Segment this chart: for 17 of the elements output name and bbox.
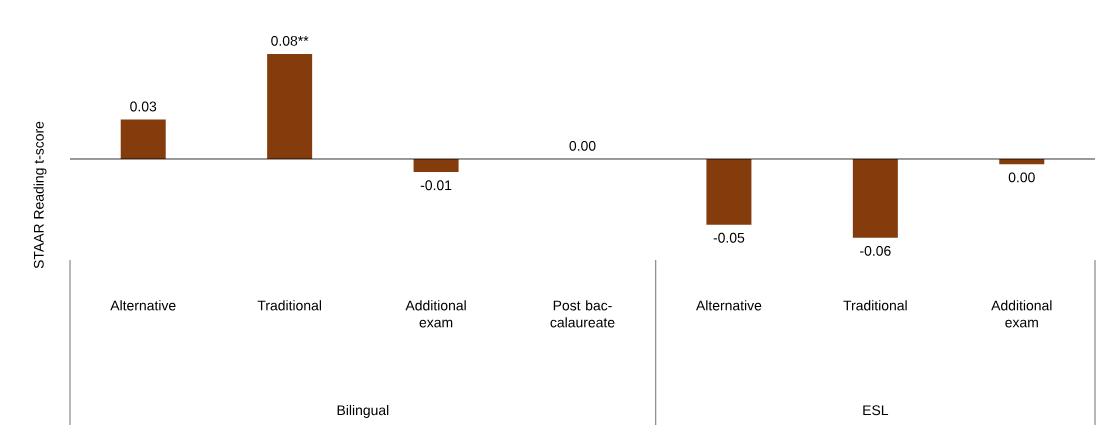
x-tick-label: Post bac-calaureate [550, 300, 615, 328]
x-tick-label: Traditional [257, 300, 322, 311]
x-tick-label: Alternative [696, 300, 762, 311]
data-label: -0.06 [860, 245, 891, 256]
x-tick-label: Traditional [843, 300, 907, 311]
data-label: 0.03 [130, 101, 157, 112]
data-label: 0.00 [1008, 172, 1035, 183]
data-label: -0.05 [713, 232, 745, 243]
data-label: 0.08** [271, 35, 309, 46]
x-tick-label: Additional exam [991, 300, 1052, 328]
data-label: -0.01 [420, 180, 452, 191]
x-tick-label: Additional exam [405, 300, 466, 328]
text: ESL [863, 405, 889, 416]
x-tick-label: Alternative [110, 300, 176, 311]
data-label: 0.00 [569, 140, 596, 151]
text: Bilingual [337, 404, 389, 418]
y-axis-title: STAAR Reading t-score [33, 121, 47, 269]
